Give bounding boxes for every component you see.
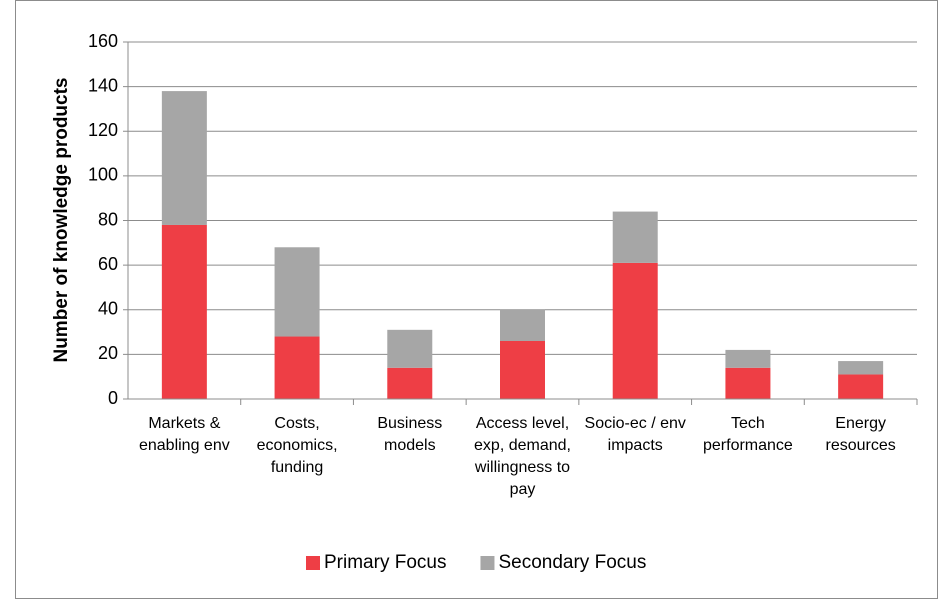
- bar-segment: [725, 367, 771, 399]
- chart-frame: [15, 0, 938, 599]
- x-tick-label: Socio-ec / env: [585, 415, 686, 432]
- legend-label: Primary Focus: [324, 552, 446, 573]
- y-tick-label: 140: [88, 75, 118, 95]
- bar-segment: [500, 309, 545, 341]
- x-tick-label: models: [384, 437, 436, 454]
- bar-segment: [612, 211, 658, 263]
- x-tick-label: Costs,: [274, 415, 319, 432]
- bar-segment: [387, 329, 433, 368]
- legend-swatch: [306, 556, 320, 570]
- x-tick-label: economics,: [257, 437, 338, 454]
- bar-segment: [387, 367, 433, 399]
- bar-segment: [725, 349, 771, 368]
- bar-segment: [161, 91, 207, 225]
- y-tick-label: 120: [88, 120, 118, 140]
- x-tick-label: enabling env: [139, 437, 230, 454]
- x-tick-label: resources: [826, 437, 896, 454]
- x-tick-label: performance: [703, 437, 793, 454]
- x-tick-label: impacts: [608, 437, 663, 454]
- x-tick-label: Business: [377, 415, 442, 432]
- bar-segment: [838, 361, 884, 375]
- y-tick-label: 0: [108, 388, 118, 408]
- y-tick-label: 40: [98, 299, 118, 319]
- x-tick-label: Markets &: [148, 415, 220, 432]
- x-tick-label: Tech: [731, 415, 765, 432]
- x-tick-label: funding: [271, 459, 324, 476]
- bar-segment: [274, 336, 320, 399]
- x-tick-label: willingness to: [474, 459, 570, 476]
- y-tick-label: 100: [88, 165, 118, 185]
- y-axis-label: Number of knowledge products: [51, 77, 72, 362]
- bar-segment: [500, 340, 545, 399]
- y-tick-label: 160: [88, 31, 118, 51]
- legend-label: Secondary Focus: [498, 552, 646, 573]
- legend-swatch: [480, 556, 495, 570]
- bar-segment: [274, 247, 320, 337]
- bar-segment: [612, 262, 658, 399]
- x-tick-label: exp, demand,: [474, 437, 571, 454]
- x-tick-label: Access level,: [476, 415, 569, 432]
- bar-segment: [161, 224, 207, 399]
- y-tick-label: 20: [98, 343, 118, 363]
- y-tick-label: 80: [98, 209, 118, 229]
- bar-segment: [838, 374, 884, 399]
- y-tick-label: 60: [98, 254, 118, 274]
- x-tick-label: pay: [510, 481, 536, 498]
- x-tick-label: Energy: [835, 415, 886, 432]
